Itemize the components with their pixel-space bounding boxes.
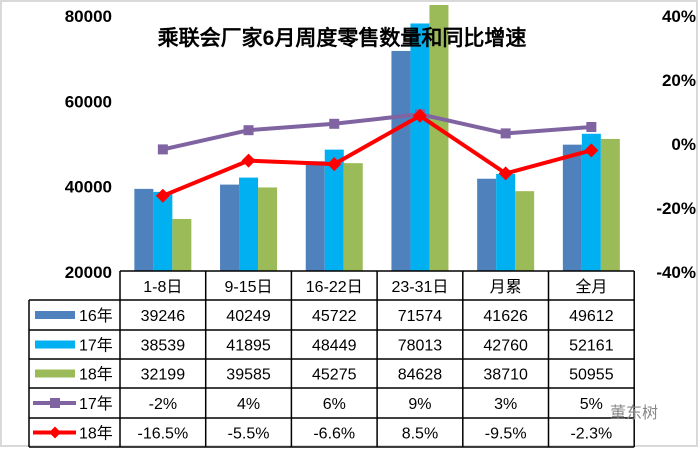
legend-label: 16年 <box>79 307 113 325</box>
table-cell: 41626 <box>483 308 528 325</box>
table-cell: -2% <box>149 396 177 413</box>
marker-diamond <box>242 154 256 168</box>
watermark: 董东树 <box>610 399 658 423</box>
legend-key-bar <box>35 311 75 319</box>
table-cell: 40249 <box>226 308 271 325</box>
bar-16年-16-22日 <box>306 161 325 271</box>
table-cell: 3% <box>494 396 517 413</box>
table-header-cell: 9-15日 <box>225 279 273 296</box>
table-cell: -16.5% <box>137 426 188 443</box>
table-cell: 6% <box>323 396 346 413</box>
marker-square <box>586 122 596 132</box>
table-cell: 71574 <box>398 308 443 325</box>
bar-17年-1-8日 <box>153 192 172 271</box>
table-cell: 9% <box>408 396 431 413</box>
bar-18年-16-22日 <box>344 163 363 271</box>
table-cell: 38710 <box>483 367 528 384</box>
table-cell: 84628 <box>398 367 443 384</box>
bar-16年-全月 <box>563 145 582 271</box>
line-18年-diamond <box>163 116 591 196</box>
y-left-tick-label: 60000 <box>65 92 112 111</box>
table-cell: 39246 <box>141 308 186 325</box>
table-header-cell: 全月 <box>575 278 607 296</box>
table-cell: 32199 <box>141 367 186 384</box>
bar-18年-1-8日 <box>172 219 191 271</box>
table-header-cell: 16-22日 <box>306 279 363 296</box>
table-cell: 4% <box>237 396 260 413</box>
marker-square <box>501 128 511 138</box>
y-left-tick-label: 80000 <box>65 7 112 26</box>
combo-chart: 20000 40000 60000 80000 -40% -20% 0% 20% 40% 乘联会厂… <box>2 2 698 449</box>
bar-16年-1-8日 <box>134 189 153 271</box>
table-cell: 49612 <box>569 308 614 325</box>
bar-17年-9-15日 <box>239 178 258 271</box>
legend-label: 18年 <box>79 366 113 384</box>
table-cell: -9.5% <box>485 426 527 443</box>
table-cell: 48449 <box>312 338 357 355</box>
bar-17年-23-31日 <box>410 23 429 271</box>
table-cell: 8.5% <box>402 426 438 443</box>
table-cell: 52161 <box>569 338 614 355</box>
marker-square <box>158 144 168 154</box>
y-right-tick-label: 40% <box>662 7 696 26</box>
bar-18年-9-15日 <box>258 187 277 271</box>
bar-18年-月累 <box>515 191 534 271</box>
y-left-tick-label: 20000 <box>65 263 112 282</box>
chart-title: 乘联会厂家6月周度零售数量和同比增速 <box>157 26 527 50</box>
table-cell: -5.5% <box>228 426 270 443</box>
table-cell: 50955 <box>569 367 614 384</box>
marker-square <box>244 125 254 135</box>
legend-key-bar <box>35 341 75 349</box>
bar-18年-全月 <box>601 139 620 271</box>
chart-frame: 20000 40000 60000 80000 -40% -20% 0% 20% 40% 乘联会厂… <box>0 0 698 447</box>
line-17年-square <box>163 114 591 149</box>
bar-17年-月累 <box>496 174 515 271</box>
table-cell: -6.6% <box>313 426 355 443</box>
legend-marker-square <box>50 398 60 408</box>
table-cell: -2.3% <box>570 426 612 443</box>
table-cell: 42760 <box>483 338 528 355</box>
table-cell: 39585 <box>226 367 271 384</box>
bar-16年-月累 <box>477 179 496 271</box>
table-header-cell: 1-8日 <box>143 279 182 296</box>
legend-label: 18年 <box>79 425 113 443</box>
y-right-tick-label: -40% <box>656 263 696 282</box>
y-right-tick-label: 20% <box>662 71 696 90</box>
y-right-tick-label: 0% <box>671 135 696 154</box>
legend-label: 17年 <box>79 395 113 413</box>
table-header-cell: 23-31日 <box>391 279 448 296</box>
legend-marker-diamond <box>49 427 61 439</box>
legend-label: 17年 <box>79 337 113 355</box>
table-cell: 45275 <box>312 367 357 384</box>
table-cell: 78013 <box>398 338 443 355</box>
table-cell: 5% <box>580 396 603 413</box>
legend-key-bar <box>35 370 75 378</box>
y-left-tick-label: 40000 <box>65 178 112 197</box>
bar-16年-9-15日 <box>220 185 239 271</box>
table-header-cell: 月累 <box>490 279 522 296</box>
bar-16年-23-31日 <box>391 51 410 271</box>
marker-square <box>329 119 339 129</box>
table-cell: 41895 <box>226 338 271 355</box>
table-cell: 45722 <box>312 308 357 325</box>
table-cell: 38539 <box>141 338 186 355</box>
y-right-tick-label: -20% <box>656 199 696 218</box>
